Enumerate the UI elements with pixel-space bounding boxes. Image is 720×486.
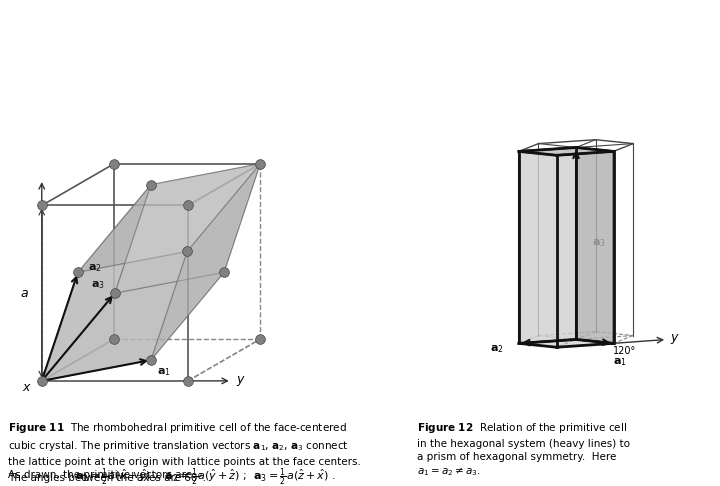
Text: $a$: $a$ — [20, 287, 30, 300]
Text: $\mathbf{a}_3$: $\mathbf{a}_3$ — [91, 279, 105, 291]
Text: $\mathbf{a}_2$: $\mathbf{a}_2$ — [490, 344, 503, 355]
Text: $\bf{Figure\ 12}$  Relation of the primitive cell
in the hexagonal system (heavy: $\bf{Figure\ 12}$ Relation of the primit… — [417, 421, 629, 478]
Text: $\mathbf{a}_2$: $\mathbf{a}_2$ — [88, 262, 102, 274]
Text: The angles between the axes are 60°.: The angles between the axes are 60°. — [9, 472, 207, 483]
Polygon shape — [519, 147, 576, 343]
Polygon shape — [151, 164, 260, 360]
Polygon shape — [42, 185, 151, 381]
Text: $\mathbf{a}_1$: $\mathbf{a}_1$ — [613, 356, 626, 367]
Polygon shape — [42, 272, 224, 381]
Polygon shape — [519, 147, 613, 156]
Text: $x$: $x$ — [22, 381, 32, 394]
Text: $\bf{Figure\ 11}$  The rhombohedral primitive cell of the face-centered
cubic cr: $\bf{Figure\ 11}$ The rhombohedral primi… — [9, 421, 361, 480]
Text: $\mathbf{a}_1 = \frac{1}{2}a(\hat{x}+\hat{y})$ ;  $\mathbf{a}_2 = \frac{1}{2}a(\: $\mathbf{a}_1 = \frac{1}{2}a(\hat{x}+\ha… — [75, 467, 336, 486]
Polygon shape — [42, 251, 187, 381]
Polygon shape — [115, 164, 260, 293]
Polygon shape — [78, 164, 260, 272]
Polygon shape — [519, 339, 613, 347]
Text: $\mathbf{a}_1$: $\mathbf{a}_1$ — [157, 366, 171, 379]
Text: $y$: $y$ — [236, 374, 246, 388]
Text: $y$: $y$ — [670, 332, 680, 347]
Text: 120°: 120° — [613, 346, 636, 356]
Polygon shape — [576, 147, 613, 343]
Text: $\mathbf{a}_3$: $\mathbf{a}_3$ — [592, 238, 606, 249]
